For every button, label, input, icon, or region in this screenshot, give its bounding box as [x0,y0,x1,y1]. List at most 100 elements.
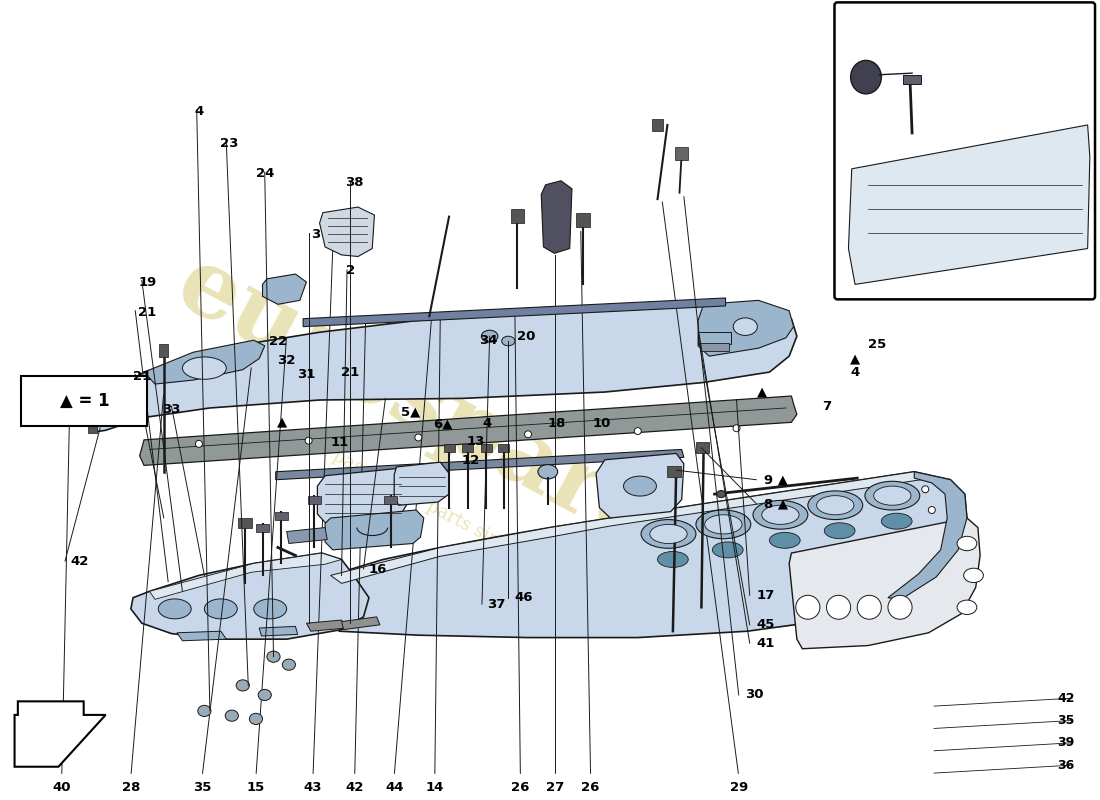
Circle shape [196,440,202,447]
Ellipse shape [865,482,920,510]
Polygon shape [320,472,967,638]
Text: 36: 36 [1057,758,1075,772]
Text: 14: 14 [426,781,444,794]
Ellipse shape [957,600,977,614]
Ellipse shape [538,465,558,479]
Ellipse shape [888,595,912,619]
Polygon shape [260,626,298,636]
Ellipse shape [717,490,726,498]
Polygon shape [144,340,265,384]
Text: 29: 29 [729,781,748,794]
Text: 32: 32 [277,354,296,366]
Polygon shape [331,472,932,583]
Ellipse shape [258,690,272,701]
Text: 5▲: 5▲ [402,406,420,418]
Ellipse shape [86,414,99,426]
Text: ▲: ▲ [850,352,860,365]
Text: 21: 21 [139,306,156,319]
Polygon shape [287,527,328,543]
Ellipse shape [826,595,850,619]
Text: 18: 18 [548,418,565,430]
Text: 6▲: 6▲ [432,418,452,430]
Text: 25: 25 [868,338,887,350]
Text: 34: 34 [480,334,498,346]
Text: 27: 27 [547,781,564,794]
Text: ▲: ▲ [757,386,767,398]
Text: 41: 41 [757,637,774,650]
Text: 30: 30 [746,689,763,702]
Polygon shape [150,553,341,599]
Text: 39: 39 [1057,736,1075,750]
Ellipse shape [205,599,238,619]
Text: 15: 15 [246,781,265,794]
Ellipse shape [807,491,862,519]
Polygon shape [318,469,407,523]
Text: a passion for parts since 1985: a passion for parts since 1985 [315,439,565,584]
Bar [239,518,252,527]
Polygon shape [541,181,572,254]
Text: 21: 21 [133,370,151,382]
Polygon shape [848,125,1090,285]
Polygon shape [320,207,374,257]
Bar [903,74,921,84]
Polygon shape [140,396,796,466]
Text: 19: 19 [139,275,156,289]
Circle shape [928,506,935,514]
Ellipse shape [964,568,983,582]
Text: 33: 33 [162,403,180,416]
Bar [384,496,397,504]
Bar [701,342,729,350]
Text: 28: 28 [122,781,140,794]
Bar [481,444,492,452]
Circle shape [525,430,531,438]
Bar [88,418,97,434]
Ellipse shape [267,651,280,662]
Circle shape [415,434,421,441]
Ellipse shape [795,595,820,619]
Text: 46: 46 [515,591,534,604]
Ellipse shape [857,595,881,619]
Ellipse shape [658,551,689,567]
Text: 23: 23 [220,137,239,150]
Ellipse shape [762,506,799,524]
Text: 20: 20 [517,330,535,342]
Text: 31: 31 [297,368,316,381]
Bar [462,444,473,452]
Polygon shape [95,304,796,432]
FancyBboxPatch shape [21,376,147,426]
Text: 42: 42 [345,781,364,794]
Circle shape [922,486,928,493]
Text: 21: 21 [341,366,360,379]
Bar [510,209,524,223]
Circle shape [305,437,312,444]
Text: 26: 26 [582,781,600,794]
Text: 45: 45 [757,618,774,631]
Text: 10: 10 [593,418,611,430]
Text: 40: 40 [53,781,72,794]
Polygon shape [307,620,346,631]
Text: 13: 13 [466,435,485,448]
Bar [443,444,454,452]
Text: ▲: ▲ [277,416,287,429]
Bar [698,332,732,344]
Ellipse shape [881,514,912,529]
Bar [696,442,710,454]
Bar [498,444,509,452]
Text: 26: 26 [512,781,529,794]
Text: 4: 4 [850,366,860,378]
Text: 12: 12 [462,454,480,467]
Text: 7: 7 [822,400,832,413]
Circle shape [733,425,740,432]
Polygon shape [304,298,726,326]
Ellipse shape [226,710,239,722]
Text: 42: 42 [1057,692,1075,705]
Ellipse shape [482,330,498,342]
Ellipse shape [624,476,657,496]
Polygon shape [131,553,368,639]
Bar [308,496,321,504]
Ellipse shape [705,515,742,534]
Ellipse shape [236,680,250,691]
Bar [576,213,590,227]
Text: 8 ▲: 8 ▲ [764,497,788,510]
Ellipse shape [250,714,263,725]
